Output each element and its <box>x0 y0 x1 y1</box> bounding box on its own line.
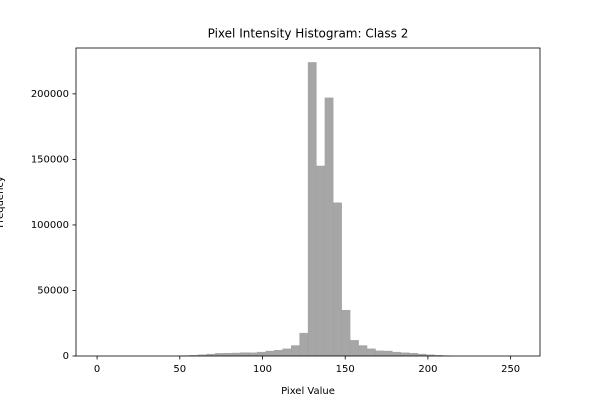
y-axis-label: Frequency <box>0 176 6 228</box>
y-tick-label: 100000 <box>31 220 69 231</box>
bar <box>265 350 275 357</box>
bar <box>316 165 326 357</box>
bar <box>223 352 233 357</box>
x-tick-label: 150 <box>336 364 355 375</box>
bar <box>400 352 410 357</box>
bar <box>231 352 241 357</box>
bar <box>366 348 376 357</box>
y-tick-label: 200000 <box>31 89 69 100</box>
bar <box>409 352 418 357</box>
bar <box>383 350 393 357</box>
x-tick-label: 100 <box>253 364 272 375</box>
x-tick-label: 200 <box>418 364 437 375</box>
chart-title: Pixel Intensity Histogram: Class 2 <box>208 27 409 41</box>
bar <box>358 345 368 357</box>
bar <box>307 62 317 357</box>
y-tick-label: 50000 <box>37 285 69 296</box>
bar <box>299 332 309 357</box>
bar <box>240 352 250 357</box>
bar <box>375 350 385 357</box>
bar <box>392 351 401 357</box>
plot-frame <box>75 47 541 357</box>
bar <box>333 202 342 357</box>
bar <box>290 345 300 357</box>
bar <box>257 351 266 357</box>
y-tick-label: 150000 <box>31 154 69 165</box>
bar <box>350 340 359 357</box>
x-tick-label: 50 <box>173 364 186 375</box>
x-tick-label: 0 <box>94 364 100 375</box>
bar <box>341 309 351 357</box>
x-tick-label: 250 <box>501 364 520 375</box>
bar <box>282 348 292 357</box>
bar <box>274 349 283 357</box>
bar <box>324 97 334 357</box>
bar <box>248 352 258 357</box>
x-axis-label: Pixel Value <box>281 386 335 397</box>
y-tick-label: 0 <box>63 351 69 362</box>
